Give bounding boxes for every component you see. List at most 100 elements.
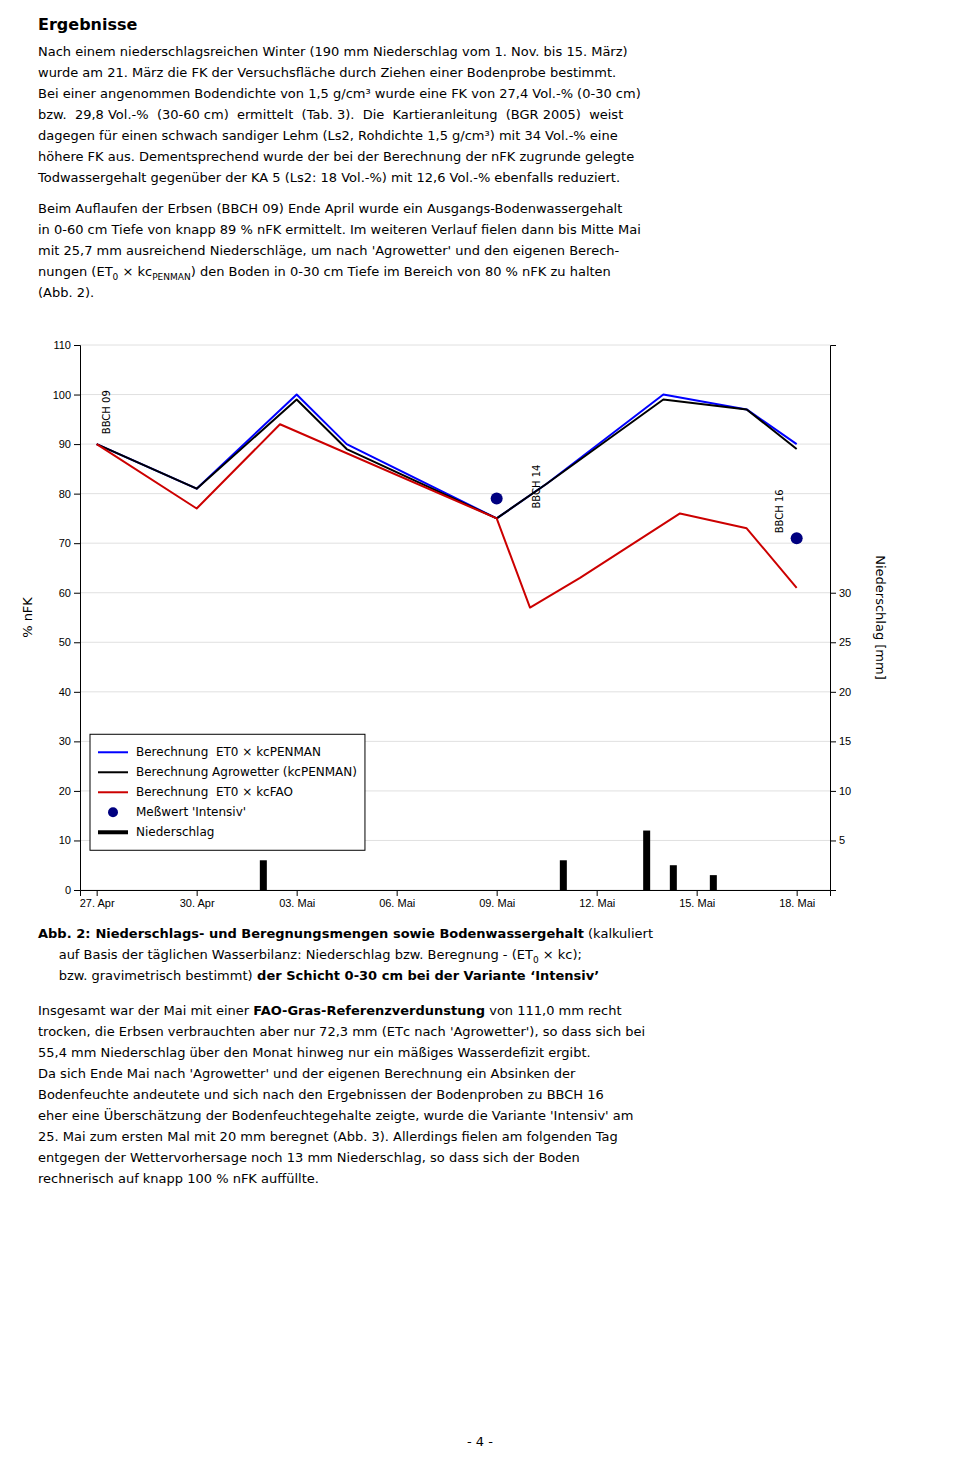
text-run: (Abb. 2). xyxy=(38,285,94,300)
text-run: wurde am 21. März die FK der Versuchsflä… xyxy=(38,65,616,80)
y2-tick: 5 xyxy=(830,834,845,846)
y2-tick-mark xyxy=(830,642,836,643)
y-tick-label: 40 xyxy=(59,686,71,698)
y2-tick-label: 30 xyxy=(839,587,851,599)
text-line: höhere FK aus. Dementsprechend wurde der… xyxy=(38,149,634,164)
y-tick-label: 60 xyxy=(59,587,71,599)
text-run: Nach einem niederschlagsreichen Winter (… xyxy=(38,44,628,59)
text-run: rechnerisch auf knapp 100 % nFK auffüllt… xyxy=(38,1171,319,1186)
y2-tick: 15 xyxy=(830,735,851,747)
text-run: × kc xyxy=(118,264,152,279)
text-line: bzw. 29,8 Vol.-% (30-60 cm) ermittelt (T… xyxy=(38,107,623,122)
y-tick-mark xyxy=(74,741,80,742)
x-tick: 12. Mai xyxy=(579,890,615,909)
legend-label: Meßwert 'Intensiv' xyxy=(136,805,246,819)
text-line: Abb. 2:Niederschlags- und Beregnungsmeng… xyxy=(38,926,653,941)
text-line: Nach einem niederschlagsreichen Winter (… xyxy=(38,44,628,59)
y-tick-label: 20 xyxy=(59,785,71,797)
y2-tick-label: 25 xyxy=(839,636,851,648)
text-line: wurde am 21. März die FK der Versuchsflä… xyxy=(38,65,616,80)
body-text: Nach einem niederschlagsreichen Winter (… xyxy=(37,44,653,1186)
y-tick: 50 xyxy=(59,636,80,648)
y-tick-mark xyxy=(74,543,80,544)
annotations: BBCH 09 BBCH 14 BBCH 16 xyxy=(101,390,785,533)
text-line: (Abb. 2). xyxy=(38,285,94,300)
y2-tick-mark xyxy=(830,791,836,792)
legend-swatch xyxy=(108,807,118,817)
plot-marks xyxy=(97,395,803,890)
y-tick: 30 xyxy=(59,735,80,747)
y-tick: 40 xyxy=(59,686,80,698)
data-point xyxy=(791,532,803,544)
text-line: in 0-60 cm Tiefe von knapp 89 % nFK ermi… xyxy=(38,222,641,237)
y2-axis-line xyxy=(831,346,837,891)
text-run: 25. Mai zum ersten Mal mit 20 mm beregne… xyxy=(38,1129,618,1144)
text-line: Bodenfeuchte andeutete und sich nach den… xyxy=(38,1087,604,1102)
x-tick-mark xyxy=(497,890,498,896)
legend-box xyxy=(90,734,365,850)
chart: 27. Apr30. Apr03. Mai06. Mai09. Mai12. M… xyxy=(20,339,888,909)
x-tick: 18. Mai xyxy=(779,890,815,909)
grid-line xyxy=(80,543,830,544)
text-line: Todwassergehalt gegenüber der KA 5 (Ls2:… xyxy=(37,170,620,185)
x-axis-line xyxy=(81,891,831,897)
grid-line xyxy=(80,493,830,494)
text-run: in 0-60 cm Tiefe von knapp 89 % nFK ermi… xyxy=(38,222,641,237)
text-line: 25. Mai zum ersten Mal mit 20 mm beregne… xyxy=(38,1129,618,1144)
x-tick-label: 18. Mai xyxy=(779,897,815,909)
y-axis: 0102030405060708090100110 xyxy=(53,339,81,896)
x-axis: 27. Apr30. Apr03. Mai06. Mai09. Mai12. M… xyxy=(80,890,831,909)
y-tick-label: 30 xyxy=(59,735,71,747)
x-tick-label: 15. Mai xyxy=(679,897,715,909)
x-tick: 09. Mai xyxy=(479,890,515,909)
annotation: BBCH 14 xyxy=(531,465,542,509)
x-tick-mark xyxy=(297,890,298,896)
y2-tick-mark xyxy=(830,741,836,742)
y-tick-mark xyxy=(74,692,80,693)
legend-entry: Niederschlag xyxy=(98,825,214,839)
y-tick-mark xyxy=(74,642,80,643)
x-tick-label: 12. Mai xyxy=(579,897,615,909)
legend-entry: Meßwert 'Intensiv' xyxy=(108,805,246,819)
x-tick: 30. Apr xyxy=(180,890,215,909)
x-tick-mark xyxy=(397,890,398,896)
grid-line xyxy=(80,691,830,692)
text-run: Abb. 2: xyxy=(38,926,90,941)
y-tick-label: 80 xyxy=(59,488,71,500)
grid-line xyxy=(80,444,830,445)
text-line: trocken, die Erbsen verbrauchten aber nu… xyxy=(38,1024,645,1039)
legend-label: Berechnung ET0 × kcFAO xyxy=(136,785,293,799)
text-run: mit 25,7 mm ausreichend Niederschläge, u… xyxy=(38,243,620,258)
series-line xyxy=(97,400,797,519)
y-tick: 90 xyxy=(59,438,80,450)
text-line: Da sich Ende Mai nach 'Agrowetter' und d… xyxy=(38,1066,576,1081)
y-tick-label: 0 xyxy=(65,884,71,896)
legend-entry: Berechnung Agrowetter (kcPENMAN) xyxy=(98,765,357,779)
y-tick-label: 70 xyxy=(59,537,71,549)
annotation: BBCH 16 xyxy=(774,489,785,533)
text-run: FAO-Gras-Referenzverdunstung xyxy=(253,1003,485,1018)
series-line xyxy=(97,395,797,519)
y2-tick-mark xyxy=(830,692,836,693)
x-tick-label: 06. Mai xyxy=(379,897,415,909)
x-tick: 27. Apr xyxy=(80,890,115,909)
y-axis-line xyxy=(74,346,81,891)
y2-tick: 25 xyxy=(830,636,851,648)
text-line: 55,4 mm Niederschlag über den Monat hinw… xyxy=(38,1045,591,1060)
legend-swatch xyxy=(98,791,128,793)
text-line: auf Basis der täglichen Wasserbilanz: Ni… xyxy=(38,947,582,965)
y-tick-mark xyxy=(74,840,80,841)
text-run: der Schicht 0-30 cm bei der Variante ‘In… xyxy=(253,968,600,983)
annotation: BBCH 09 xyxy=(101,390,112,434)
text-run: von 111,0 mm recht xyxy=(485,1003,622,1018)
text-run: (kalkuliert xyxy=(584,926,653,941)
y-tick: 20 xyxy=(59,785,80,797)
text-run: eher eine Überschätzung der Bodenfeuchte… xyxy=(38,1107,633,1123)
y-tick-label: 110 xyxy=(53,339,71,351)
y-tick-mark xyxy=(74,593,80,594)
text-line: Bei einer angenommen Bodendichte von 1,5… xyxy=(38,86,641,101)
text-run: entgegen der Wettervorhersage noch 13 mm… xyxy=(38,1150,580,1165)
text-line: eher eine Überschätzung der Bodenfeuchte… xyxy=(38,1107,633,1123)
y-tick-mark xyxy=(74,494,80,495)
grid-line xyxy=(80,642,830,643)
